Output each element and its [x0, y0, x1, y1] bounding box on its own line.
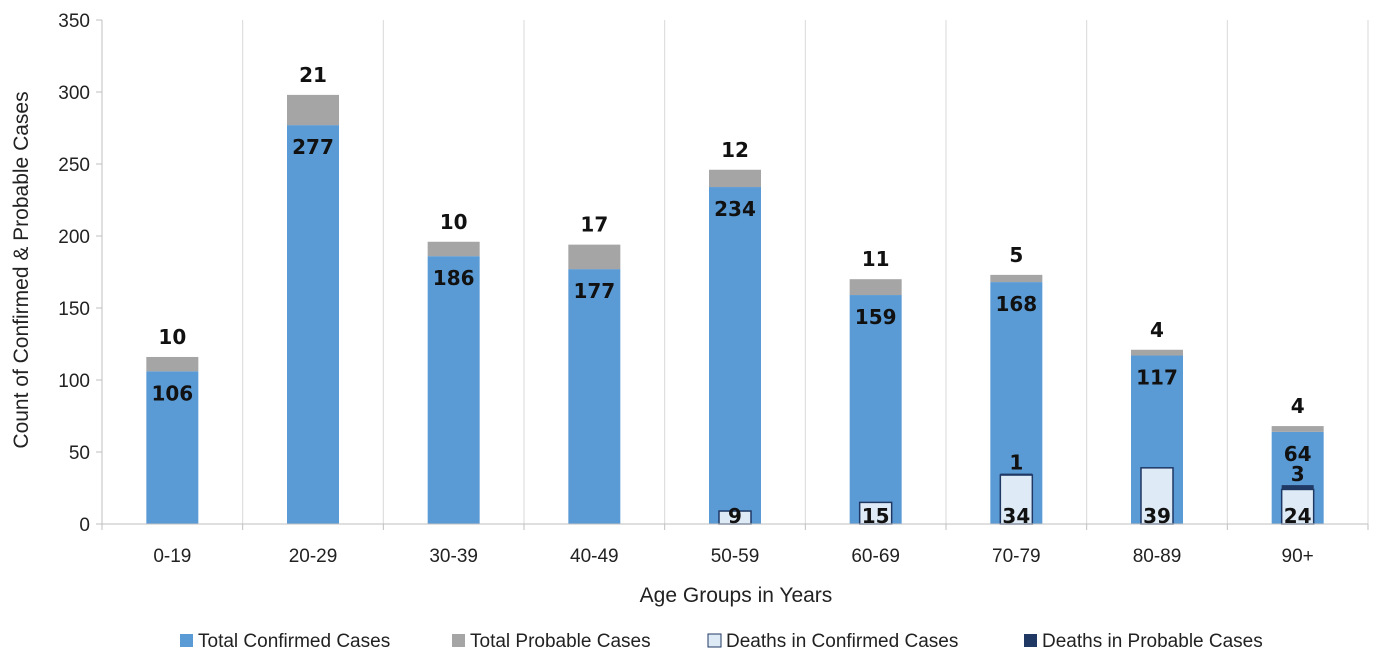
label-total-confirmed: 64 [1284, 442, 1312, 466]
bar-total-confirmed [568, 269, 621, 524]
bar-total-probable [287, 94, 339, 126]
y-axis-title: Count of Confirmed & Probable Cases [10, 91, 33, 448]
x-tick-label: 50-59 [711, 546, 760, 567]
label-total-confirmed: 159 [855, 305, 897, 329]
x-axis-title: Age Groups in Years [640, 584, 833, 607]
axes: 0 50 100 150 200 250 300 350 0-19 20-29 30-39 40-49… [58, 11, 1369, 567]
y-tick-label: 150 [58, 299, 90, 320]
label-deaths-confirmed: 15 [862, 504, 890, 528]
label-total-confirmed: 117 [1136, 366, 1178, 390]
bar-total-confirmed [427, 256, 480, 524]
y-tick-label: 350 [58, 11, 90, 32]
x-tick-label: 0-19 [153, 546, 191, 567]
label-total-probable: 21 [299, 63, 327, 87]
x-tick-label: 40-49 [570, 546, 619, 567]
x-tick-label: 20-29 [289, 546, 338, 567]
label-total-probable: 5 [1009, 243, 1023, 267]
bar-deaths-probable [1000, 473, 1033, 476]
x-tick-label: 80-89 [1133, 546, 1182, 567]
x-tick-label: 30-39 [429, 546, 478, 567]
label-deaths-confirmed: 24 [1284, 504, 1312, 528]
bar-total-probable [990, 274, 1043, 283]
label-total-probable: 4 [1291, 394, 1305, 418]
label-total-probable: 10 [158, 325, 186, 349]
legend-swatch [452, 634, 465, 647]
label-total-confirmed: 234 [714, 197, 756, 221]
data-labels: 1061027721186101771723412915911151685341… [151, 63, 1311, 528]
label-total-confirmed: 177 [573, 279, 615, 303]
label-deaths-probable: 3 [1291, 462, 1305, 486]
legend-label: Deaths in Probable Cases [1042, 631, 1263, 652]
y-tick-label: 200 [58, 227, 90, 248]
y-tick-label: 300 [58, 83, 90, 104]
bar-total-probable [427, 241, 480, 257]
bars [146, 94, 1324, 525]
y-tick-label: 50 [69, 443, 90, 464]
y-tick-label: 100 [58, 371, 90, 392]
bar-total-confirmed [709, 187, 761, 525]
x-tick-label: 60-69 [851, 546, 900, 567]
label-total-probable: 12 [721, 138, 749, 162]
label-deaths-probable: 1 [1009, 451, 1023, 475]
grid-lines [101, 20, 1369, 524]
legend-label: Deaths in Confirmed Cases [726, 631, 958, 652]
x-tick-label: 70-79 [992, 546, 1041, 567]
bar-total-probable [146, 356, 199, 372]
label-total-probable: 17 [580, 213, 608, 237]
bar-total-confirmed [287, 125, 339, 525]
bar-total-probable [849, 279, 902, 296]
bar-total-probable [709, 169, 761, 188]
bar-deaths-confirmed [1280, 488, 1315, 525]
bar-total-probable [568, 244, 621, 270]
label-total-probable: 11 [862, 247, 890, 271]
label-total-probable: 4 [1150, 318, 1164, 342]
label-total-confirmed: 186 [433, 266, 475, 290]
label-total-confirmed: 106 [151, 381, 193, 405]
bar-deaths-confirmed [999, 474, 1034, 525]
x-tick-label: 90+ [1282, 546, 1314, 567]
bar-deaths-probable [1281, 485, 1314, 490]
bar-total-probable [1131, 349, 1183, 356]
label-total-confirmed: 277 [292, 135, 334, 159]
label-deaths-confirmed: 9 [728, 504, 742, 528]
label-total-confirmed: 168 [995, 292, 1037, 316]
y-tick-label: 250 [58, 155, 90, 176]
legend-label: Total Confirmed Cases [198, 631, 390, 652]
legend-swatch [707, 633, 722, 648]
legend-label: Total Probable Cases [470, 631, 651, 652]
legend-swatch [180, 634, 193, 647]
bar-total-confirmed [849, 295, 902, 524]
bar-total-probable [1271, 426, 1324, 432]
bar-total-confirmed [146, 371, 199, 524]
label-total-probable: 10 [440, 210, 468, 234]
label-deaths-confirmed: 34 [1002, 504, 1030, 528]
y-tick-label: 0 [79, 515, 90, 536]
legend: Total Confirmed Cases Total Probable Case… [180, 631, 1263, 652]
bar-deaths-confirmed [1140, 467, 1174, 525]
legend-swatch [1024, 634, 1037, 647]
label-deaths-confirmed: 39 [1143, 504, 1171, 528]
